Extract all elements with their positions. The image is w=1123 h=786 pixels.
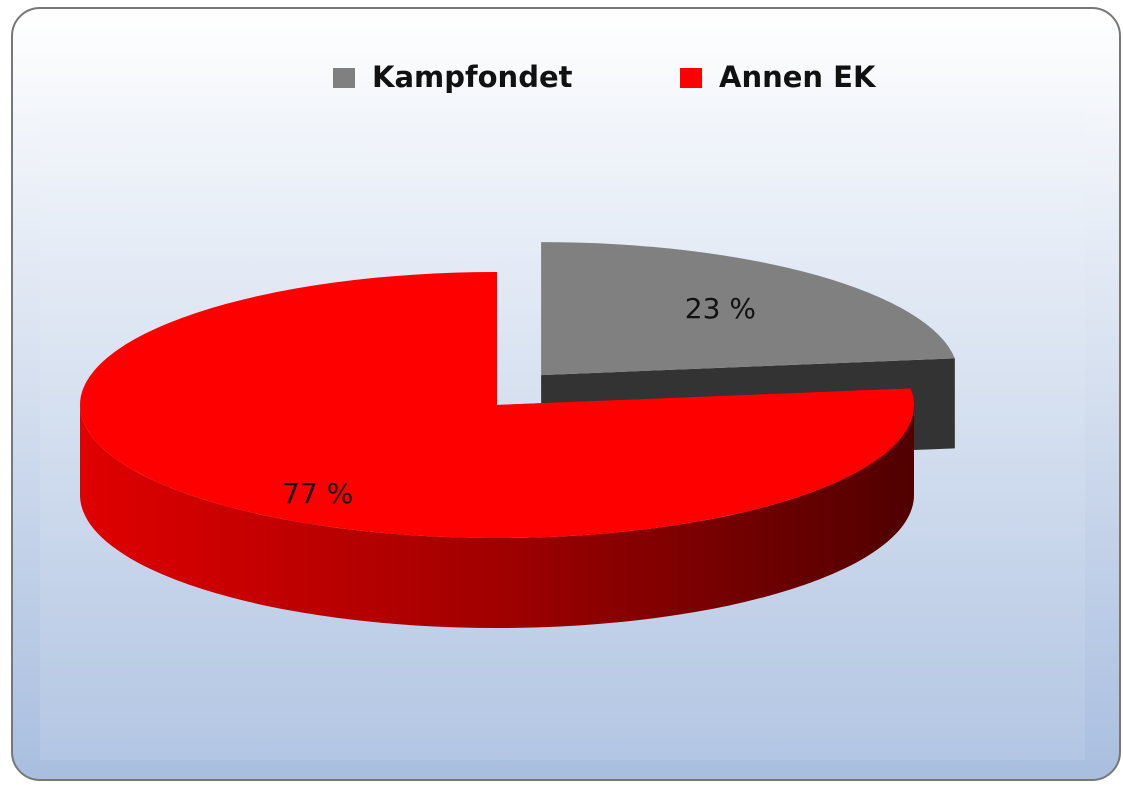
- slice-wall: [80, 405, 914, 628]
- data-label: 77 %: [282, 477, 353, 510]
- legend-swatch: [680, 68, 702, 88]
- legend-swatch: [333, 68, 355, 88]
- slice: [541, 242, 955, 376]
- pie: [80, 242, 955, 628]
- data-label: 23 %: [685, 292, 756, 325]
- legend: Kampfondet Annen EK: [333, 60, 877, 94]
- legend-label: Annen EK: [719, 60, 877, 94]
- labels: 23 % 77 %: [282, 292, 756, 510]
- legend-label: Kampfondet: [372, 60, 573, 94]
- slice: [80, 272, 915, 538]
